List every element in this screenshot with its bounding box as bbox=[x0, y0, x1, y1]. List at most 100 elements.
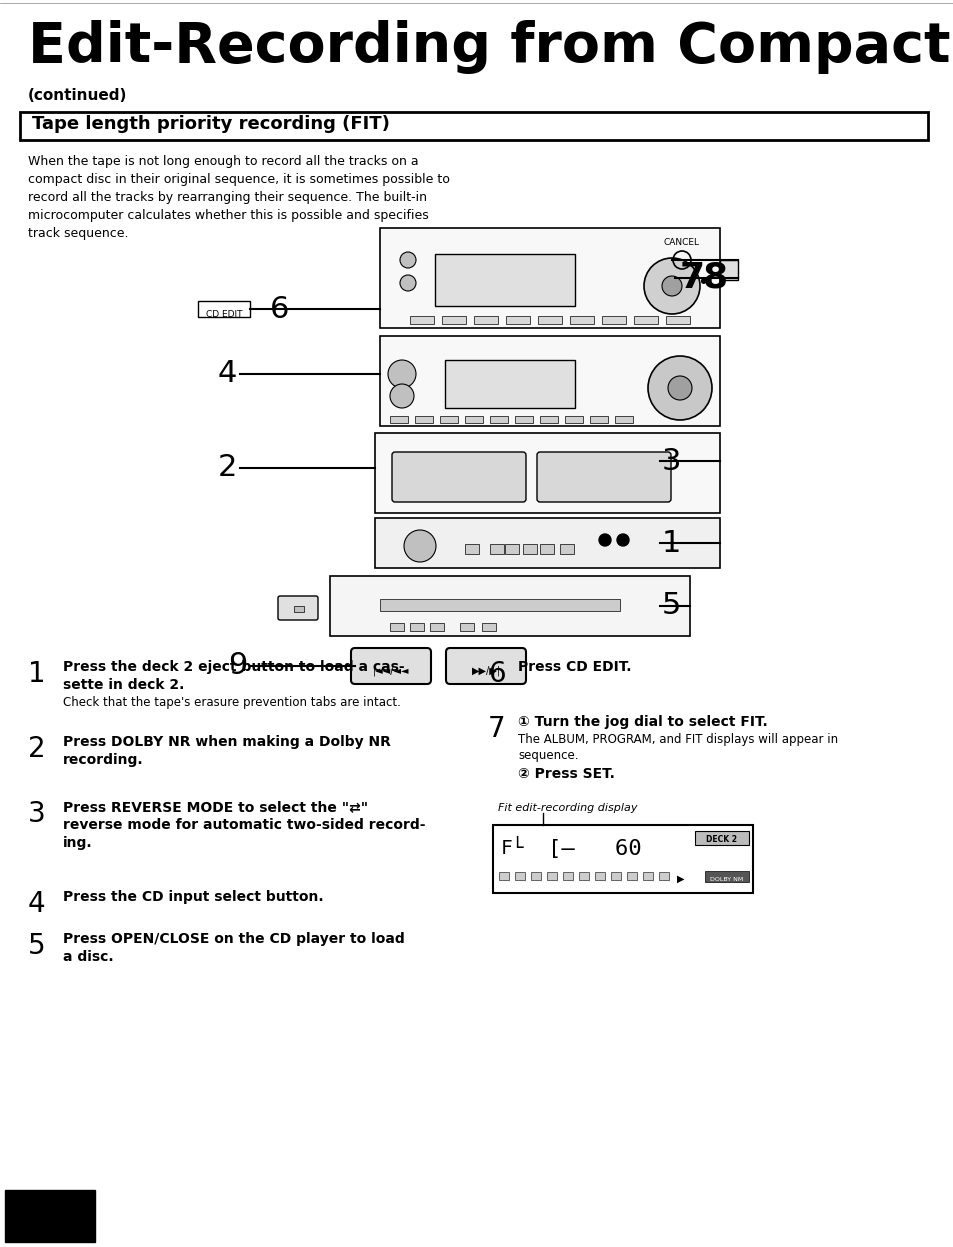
Bar bbox=[410, 624, 423, 631]
Text: 5: 5 bbox=[661, 591, 680, 621]
Bar bbox=[20, 112, 927, 140]
Text: 5: 5 bbox=[28, 932, 46, 960]
Text: The ALBUM, PROGRAM, and FIT displays will appear in
sequence.: The ALBUM, PROGRAM, and FIT displays wil… bbox=[517, 733, 838, 762]
FancyBboxPatch shape bbox=[392, 451, 525, 503]
Text: •: • bbox=[697, 273, 708, 293]
FancyBboxPatch shape bbox=[351, 648, 431, 685]
Bar bbox=[439, 416, 457, 423]
Text: 4: 4 bbox=[218, 359, 237, 389]
Bar bbox=[659, 872, 668, 880]
Circle shape bbox=[390, 384, 414, 408]
Text: ② Press SET.: ② Press SET. bbox=[517, 767, 615, 781]
Bar bbox=[498, 872, 509, 880]
Text: CD EDIT: CD EDIT bbox=[206, 311, 242, 319]
Bar bbox=[481, 624, 496, 631]
Text: 6: 6 bbox=[270, 294, 289, 323]
Bar bbox=[642, 872, 652, 880]
Text: 6: 6 bbox=[488, 660, 505, 688]
Text: 7: 7 bbox=[488, 715, 505, 743]
Bar bbox=[539, 416, 558, 423]
Bar bbox=[569, 315, 594, 324]
Bar bbox=[464, 544, 478, 554]
Text: ▶▶/▶|: ▶▶/▶| bbox=[471, 666, 500, 677]
Circle shape bbox=[598, 534, 610, 546]
Text: Press OPEN/CLOSE on the CD player to load
a disc.: Press OPEN/CLOSE on the CD player to loa… bbox=[63, 932, 404, 964]
Bar bbox=[695, 831, 748, 845]
Text: 2: 2 bbox=[28, 734, 46, 763]
Bar bbox=[531, 872, 540, 880]
Text: 1: 1 bbox=[661, 529, 680, 557]
Bar bbox=[626, 872, 637, 880]
Text: ① Turn the jog dial to select FIT.: ① Turn the jog dial to select FIT. bbox=[517, 715, 767, 729]
Bar bbox=[459, 624, 474, 631]
Circle shape bbox=[667, 377, 691, 400]
Bar bbox=[515, 416, 533, 423]
Bar bbox=[435, 254, 575, 306]
Text: 3: 3 bbox=[661, 446, 680, 475]
Circle shape bbox=[643, 258, 700, 314]
Text: Press the deck 2 eject button to load a cas-
sette in deck 2.: Press the deck 2 eject button to load a … bbox=[63, 660, 404, 692]
Circle shape bbox=[403, 530, 436, 562]
Text: 1: 1 bbox=[28, 660, 46, 688]
Circle shape bbox=[661, 276, 681, 296]
Text: DECK 2: DECK 2 bbox=[706, 835, 737, 844]
FancyBboxPatch shape bbox=[446, 648, 525, 685]
Bar bbox=[539, 544, 554, 554]
Circle shape bbox=[399, 252, 416, 268]
Bar bbox=[601, 315, 625, 324]
Circle shape bbox=[647, 355, 711, 420]
Bar bbox=[375, 518, 720, 567]
Text: Press DOLBY NR when making a Dolby NR
recording.: Press DOLBY NR when making a Dolby NR re… bbox=[63, 734, 391, 767]
Circle shape bbox=[617, 534, 628, 546]
Bar bbox=[504, 544, 518, 554]
Circle shape bbox=[399, 276, 416, 291]
Text: CANCEL: CANCEL bbox=[663, 238, 700, 247]
Text: 4: 4 bbox=[28, 890, 46, 918]
Text: [–   60: [– 60 bbox=[547, 839, 641, 859]
Bar bbox=[505, 315, 530, 324]
Bar bbox=[720, 261, 738, 281]
FancyBboxPatch shape bbox=[537, 451, 670, 503]
Bar bbox=[198, 301, 250, 317]
Text: 3: 3 bbox=[28, 801, 46, 828]
Text: When the tape is not long enough to record all the tracks on a
compact disc in t: When the tape is not long enough to reco… bbox=[28, 155, 450, 239]
Text: 8: 8 bbox=[702, 261, 727, 296]
Circle shape bbox=[388, 360, 416, 388]
Bar bbox=[589, 416, 607, 423]
Bar bbox=[564, 416, 582, 423]
Bar bbox=[515, 872, 524, 880]
Bar bbox=[578, 872, 588, 880]
Bar bbox=[390, 416, 408, 423]
Text: 9: 9 bbox=[228, 651, 247, 681]
Bar bbox=[490, 544, 503, 554]
Bar bbox=[474, 315, 497, 324]
Bar bbox=[430, 624, 443, 631]
Bar bbox=[379, 335, 720, 426]
Text: DOLBY NM: DOLBY NM bbox=[710, 877, 742, 882]
Bar bbox=[5, 1190, 95, 1242]
Bar bbox=[665, 315, 689, 324]
Text: 2: 2 bbox=[218, 454, 237, 483]
Bar bbox=[441, 315, 465, 324]
Bar bbox=[375, 433, 720, 513]
Text: (continued): (continued) bbox=[28, 89, 128, 104]
Bar bbox=[444, 360, 575, 408]
Bar bbox=[410, 315, 434, 324]
Text: Fit edit-recording display: Fit edit-recording display bbox=[497, 803, 637, 813]
Text: Tape length priority recording (FIT): Tape length priority recording (FIT) bbox=[32, 115, 390, 133]
Text: |◄◄/◄◄: |◄◄/◄◄ bbox=[373, 666, 409, 677]
Bar bbox=[330, 576, 689, 636]
Text: 7: 7 bbox=[679, 261, 704, 296]
Bar bbox=[522, 544, 537, 554]
Bar bbox=[379, 228, 720, 328]
Text: Press CD EDIT.: Press CD EDIT. bbox=[517, 660, 631, 673]
Bar bbox=[615, 416, 633, 423]
Text: Edit-Recording from Compact Discs: Edit-Recording from Compact Discs bbox=[28, 20, 953, 74]
Text: Press the CD input select button.: Press the CD input select button. bbox=[63, 890, 323, 904]
Bar bbox=[390, 624, 403, 631]
Text: F└: F└ bbox=[500, 839, 524, 858]
Bar bbox=[294, 606, 304, 612]
Bar bbox=[415, 416, 433, 423]
Bar bbox=[537, 315, 561, 324]
Bar bbox=[546, 872, 557, 880]
